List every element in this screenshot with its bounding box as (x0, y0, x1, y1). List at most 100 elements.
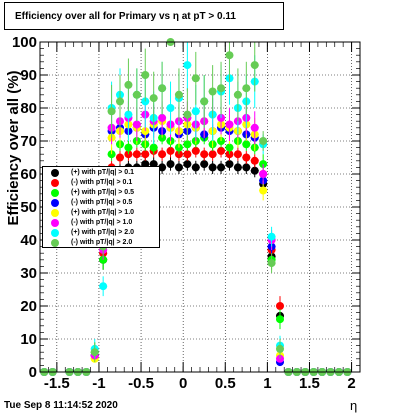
data-point (116, 97, 124, 106)
data-point (174, 163, 183, 172)
y-tick-label: 100 (12, 34, 37, 51)
data-point (183, 61, 192, 70)
data-point (183, 110, 192, 119)
legend-label: (+) with pT/|q| > 2.0 (71, 229, 135, 236)
data-point (158, 84, 167, 93)
data-point (259, 137, 268, 145)
data-point (124, 80, 133, 89)
legend-item: (-) with pT/|q| > 2.0 (43, 238, 159, 248)
x-tick-label: 0 (179, 375, 187, 392)
data-point (141, 71, 150, 79)
data-point (166, 146, 175, 155)
x-tick-label: -0.5 (128, 375, 154, 392)
axis-layer: 0 10 20 30 40 50 60 70 80 90 100 -1.5 -1 -0.5 0 0.5 1 1.5… (12, 34, 361, 392)
data-point (217, 84, 226, 93)
y-tick-label: 30 (20, 265, 37, 282)
timestamp: Tue Sep 8 11:14:52 2020 (4, 400, 118, 411)
data-point (166, 104, 175, 112)
x-axis-label: η (350, 398, 358, 413)
legend-label: (+) with pT/|q| > 0.5 (71, 189, 135, 196)
series-7 (40, 38, 352, 376)
data-point (149, 94, 158, 103)
data-point (225, 120, 234, 129)
data-point (250, 166, 259, 175)
legend-item: (-) with pT/|q| > 0.5 (43, 198, 159, 208)
data-point (233, 150, 242, 159)
data-point (259, 170, 268, 178)
legend-item: (+) with pT/|q| > 1.0 (43, 208, 159, 218)
data-point (90, 348, 99, 357)
data-point (250, 156, 259, 165)
legend-marker (51, 229, 59, 237)
legend-item: (+) with pT/|q| > 0.5 (43, 188, 159, 198)
legend: (+) with pT/|q| > 0.1 (-) with pT/|q| > 0… (42, 166, 160, 248)
y-tick-label: 40 (20, 232, 37, 249)
legend-label: (-) with pT/|q| > 0.1 (71, 179, 133, 186)
data-point (191, 146, 200, 155)
data-point (191, 107, 200, 116)
y-tick-label: 70 (20, 133, 37, 150)
data-point (166, 160, 175, 169)
data-point (276, 344, 284, 353)
legend-item: (+) with pT/|q| > 0.1 (43, 168, 159, 178)
data-point (174, 90, 183, 99)
data-point (191, 74, 200, 83)
chart-title: Efficiency over all for Primary vs η at … (15, 11, 236, 22)
legend-label: (+) with pT/|q| > 1.0 (71, 209, 135, 216)
legend-marker (51, 209, 59, 217)
data-point (183, 160, 192, 169)
data-point (158, 163, 167, 172)
data-point (149, 143, 158, 152)
data-point (158, 150, 167, 159)
y-tick-label: 80 (20, 100, 37, 117)
x-tick-label: 2 (347, 375, 355, 392)
legend-label: (+) with pT/|q| > 0.1 (71, 169, 135, 176)
data-point (132, 90, 141, 99)
legend-marker (51, 179, 59, 187)
data-point (250, 61, 259, 70)
legend-label: (-) with pT/|q| > 0.5 (71, 199, 133, 206)
data-point (276, 315, 284, 324)
y-tick-label: 20 (20, 298, 37, 315)
legend-marker (51, 219, 59, 227)
data-point (124, 110, 133, 119)
legend-marker (51, 239, 59, 247)
data-point (191, 163, 200, 172)
data-point (242, 153, 251, 162)
y-tick-label: 60 (20, 166, 37, 183)
data-point (99, 282, 108, 291)
x-tick-label: 1 (263, 375, 271, 392)
data-point (141, 150, 150, 159)
data-point (242, 163, 251, 172)
data-point (200, 97, 209, 106)
data-point (116, 153, 124, 162)
title-box: Efficiency over all for Primary vs η at … (4, 2, 284, 30)
data-point (225, 143, 234, 152)
y-tick-label: 90 (20, 67, 37, 84)
data-point (242, 140, 251, 149)
data-point (158, 113, 167, 122)
data-point (276, 302, 284, 310)
data-point (208, 87, 217, 96)
x-tick-label: 0.5 (215, 375, 236, 392)
legend-item: (-) with pT/|q| > 0.1 (43, 178, 159, 188)
y-tick-label: 0 (29, 364, 37, 381)
data-point (208, 163, 217, 172)
y-axis-label: Efficiency over all (%) (5, 70, 22, 226)
legend-label: (-) with pT/|q| > 1.0 (71, 219, 133, 226)
data-point (225, 51, 234, 60)
data-point (183, 150, 192, 159)
legend-marker (51, 189, 59, 197)
y-tick-label: 50 (20, 199, 37, 216)
data-point (267, 232, 276, 241)
data-point (208, 150, 217, 159)
legend-item: (-) with pT/|q| > 1.0 (43, 218, 159, 228)
data-point (132, 150, 141, 159)
legend-item: (+) with pT/|q| > 2.0 (43, 228, 159, 238)
data-point (200, 160, 209, 169)
data-point (233, 90, 242, 99)
data-point (107, 107, 116, 116)
data-point (242, 84, 251, 93)
y-tick-label: 10 (20, 331, 37, 348)
